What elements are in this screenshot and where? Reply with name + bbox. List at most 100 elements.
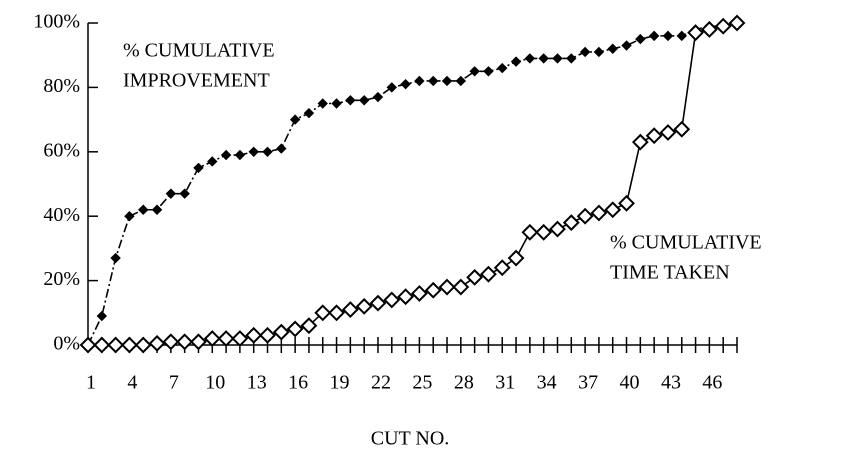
x-tick-label: 40 bbox=[620, 372, 640, 394]
marker bbox=[165, 188, 177, 199]
marker bbox=[400, 78, 411, 90]
marker bbox=[441, 75, 453, 87]
marker bbox=[234, 149, 246, 161]
marker bbox=[79, 336, 97, 354]
marker bbox=[358, 95, 370, 106]
marker bbox=[469, 66, 480, 77]
x-tick-label: 7 bbox=[169, 372, 179, 394]
y-tick-label: 100% bbox=[33, 11, 80, 33]
marker bbox=[303, 107, 315, 119]
marker bbox=[410, 285, 428, 302]
marker bbox=[524, 53, 536, 64]
marker bbox=[438, 278, 456, 296]
marker bbox=[259, 326, 276, 344]
marker bbox=[700, 21, 718, 38]
marker bbox=[552, 53, 563, 64]
marker bbox=[659, 124, 677, 141]
marker bbox=[134, 336, 152, 354]
marker bbox=[96, 310, 108, 322]
marker bbox=[372, 91, 384, 103]
x-tick-label: 16 bbox=[288, 372, 308, 394]
marker bbox=[341, 301, 359, 318]
annotation: % CUMULATIVE bbox=[123, 40, 275, 62]
marker bbox=[397, 288, 415, 306]
marker bbox=[521, 223, 539, 241]
marker bbox=[455, 75, 467, 87]
marker bbox=[452, 278, 470, 296]
x-tick-label: 10 bbox=[205, 372, 225, 394]
marker bbox=[648, 30, 660, 42]
marker bbox=[355, 297, 373, 315]
marker bbox=[673, 120, 691, 138]
marker bbox=[590, 204, 608, 222]
y-tick-label: 80% bbox=[43, 75, 80, 97]
marker bbox=[662, 30, 674, 42]
x-tick-label: 34 bbox=[537, 372, 557, 394]
marker bbox=[151, 204, 163, 215]
marker bbox=[193, 162, 204, 174]
marker bbox=[428, 75, 439, 87]
marker bbox=[566, 53, 577, 64]
marker bbox=[635, 33, 646, 45]
marker bbox=[286, 320, 304, 338]
marker bbox=[231, 330, 249, 347]
marker bbox=[386, 82, 397, 93]
annotation: IMPROVEMENT bbox=[123, 70, 270, 92]
x-axis-label: CUT NO. bbox=[371, 428, 450, 450]
marker bbox=[466, 268, 484, 286]
marker bbox=[645, 127, 663, 145]
marker bbox=[245, 326, 263, 344]
marker bbox=[331, 98, 342, 109]
marker bbox=[262, 146, 273, 158]
marker bbox=[604, 201, 622, 219]
marker bbox=[631, 133, 649, 151]
marker bbox=[248, 146, 259, 158]
marker bbox=[148, 334, 166, 352]
marker bbox=[190, 333, 207, 351]
x-tick-label: 25 bbox=[412, 372, 432, 394]
x-tick-label: 43 bbox=[661, 372, 681, 394]
marker bbox=[107, 336, 125, 354]
x-tick-label: 13 bbox=[247, 372, 267, 394]
marker bbox=[176, 333, 194, 351]
marker bbox=[579, 46, 591, 58]
marker bbox=[272, 323, 290, 341]
annotation: TIME TAKEN bbox=[610, 262, 730, 284]
marker bbox=[549, 220, 566, 238]
marker bbox=[314, 304, 332, 322]
marker bbox=[676, 30, 687, 42]
marker bbox=[217, 330, 235, 347]
x-tick-label: 4 bbox=[127, 372, 137, 394]
marker bbox=[510, 56, 522, 67]
marker bbox=[138, 204, 149, 215]
marker bbox=[369, 294, 387, 312]
marker bbox=[562, 214, 580, 232]
marker bbox=[317, 98, 328, 109]
annotation: % CUMULATIVE bbox=[610, 232, 762, 254]
marker bbox=[203, 330, 221, 347]
x-tick-label: 31 bbox=[495, 372, 515, 394]
marker bbox=[483, 66, 494, 77]
marker bbox=[687, 24, 704, 42]
marker bbox=[607, 43, 618, 54]
marker bbox=[207, 156, 218, 167]
marker bbox=[345, 95, 356, 106]
marker bbox=[507, 249, 525, 267]
x-tick-label: 19 bbox=[330, 372, 350, 394]
y-tick-label: 60% bbox=[43, 139, 80, 161]
x-tick-label: 22 bbox=[371, 372, 391, 394]
marker bbox=[289, 114, 301, 125]
marker bbox=[621, 40, 632, 51]
x-tick-label: 1 bbox=[86, 372, 96, 394]
marker bbox=[124, 210, 135, 222]
y-tick-label: 20% bbox=[43, 268, 80, 290]
marker bbox=[276, 143, 287, 154]
marker bbox=[220, 149, 232, 161]
marker bbox=[728, 14, 746, 32]
marker bbox=[93, 336, 111, 354]
marker bbox=[714, 17, 732, 35]
marker bbox=[162, 333, 180, 351]
x-tick-label: 28 bbox=[454, 372, 474, 394]
